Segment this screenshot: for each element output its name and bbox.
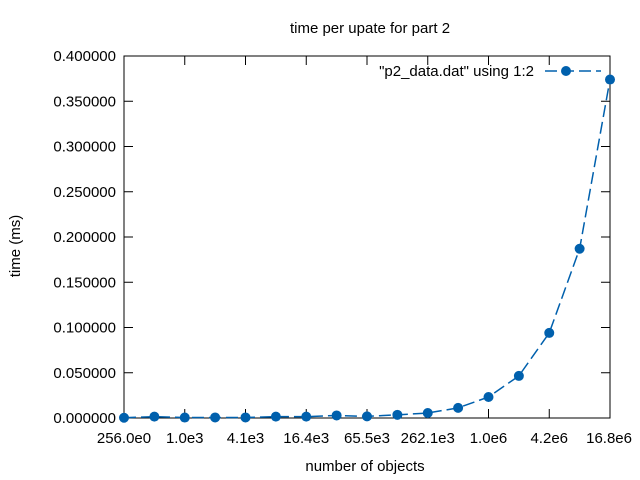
x-tick-label: 262.1e3 [401, 430, 455, 447]
legend-marker [561, 66, 571, 76]
data-point [392, 409, 403, 420]
data-point [483, 392, 494, 403]
y-tick-label: 0.050000 [53, 365, 116, 382]
data-point [574, 243, 585, 254]
data-point [240, 412, 251, 423]
plot-frame [123, 55, 611, 419]
data-point [301, 411, 312, 422]
data-point [362, 411, 372, 422]
x-axis: 256.0e0 1.0e3 4.1e3 16.4e3 65.5e3 262.1e3 1.0e… [97, 56, 632, 447]
x-tick-label: 4.2e6 [530, 430, 568, 447]
y-tick-label: 0.200000 [53, 229, 116, 246]
x-tick-label: 256.0e0 [97, 430, 151, 447]
x-axis-label: number of objects [305, 458, 424, 475]
x-tick-label: 4.1e3 [227, 430, 265, 447]
x-tick-label: 1.0e6 [470, 430, 508, 447]
data-point [605, 74, 615, 85]
y-axis-label: time (ms) [7, 215, 24, 278]
data-point [331, 410, 342, 421]
data-point [119, 412, 129, 423]
y-axis: 0.000000 0.050000 0.100000 0.150000 0.200000… [53, 48, 610, 427]
chart-title: time per upate for part 2 [290, 20, 450, 37]
data-point [544, 327, 555, 338]
data-point [513, 370, 524, 381]
y-tick-label: 0.400000 [53, 48, 116, 65]
data-point [422, 408, 433, 419]
y-tick-label: 0.250000 [53, 184, 116, 201]
x-tick-label: 16.4e3 [283, 430, 329, 447]
data-point [453, 402, 464, 413]
data-point [149, 411, 160, 422]
data-point [210, 412, 221, 423]
y-tick-label: 0.300000 [53, 139, 116, 156]
y-tick-label: 0.100000 [53, 320, 116, 337]
series-line [123, 79, 611, 419]
x-tick-label: 65.5e3 [344, 430, 390, 447]
x-tick-label: 1.0e3 [166, 430, 204, 447]
legend-label: "p2_data.dat" using 1:2 [379, 63, 534, 80]
y-tick-label: 0.350000 [53, 93, 116, 110]
data-point [270, 411, 281, 422]
y-tick-label: 0.150000 [53, 274, 116, 291]
legend: "p2_data.dat" using 1:2 [379, 63, 601, 80]
y-tick-label: 0.000000 [53, 410, 116, 427]
data-point [179, 412, 190, 423]
x-tick-label: 16.8e6 [586, 430, 632, 447]
series-layer [119, 74, 615, 423]
